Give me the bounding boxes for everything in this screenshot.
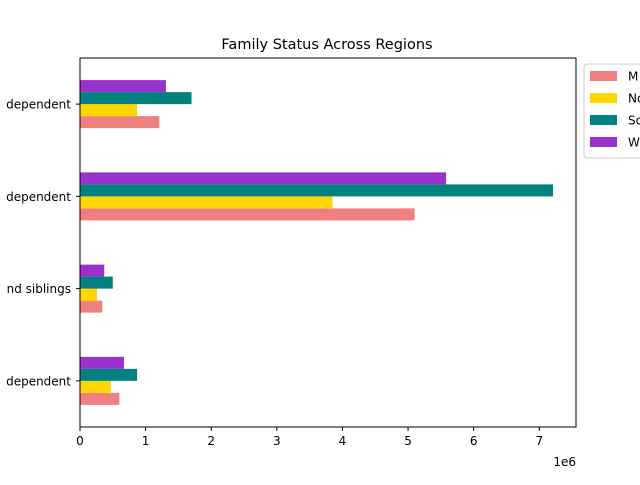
x-tick-label: 4 xyxy=(339,434,347,448)
bar-no-2 xyxy=(80,288,98,301)
chart-title: Family Status Across Regions xyxy=(221,37,432,53)
x-tick-label: 6 xyxy=(470,434,478,448)
bar-so-3 xyxy=(80,368,138,381)
legend-label-m: M xyxy=(628,70,638,84)
bar-m-0 xyxy=(80,116,160,129)
x-tick-label: 2 xyxy=(207,434,215,448)
legend-label-so: So xyxy=(628,114,640,128)
x-tick-label: 1 xyxy=(142,434,150,448)
x-axis: 0 1 2 3 4 5 6 7 xyxy=(76,427,543,448)
bar-so-1 xyxy=(80,184,554,197)
legend-swatch-m xyxy=(590,71,617,81)
x-tick-label: 7 xyxy=(535,434,543,448)
bar-m-3 xyxy=(80,392,120,405)
bar-so-2 xyxy=(80,276,113,289)
bar-no-0 xyxy=(80,104,138,117)
y-axis: dependent dependent nd siblings dependent xyxy=(6,98,80,388)
bar-w-1 xyxy=(80,172,447,185)
bar-m-2 xyxy=(80,300,103,313)
legend-label-no: No xyxy=(628,92,640,106)
y-tick-label: nd siblings xyxy=(7,282,71,296)
y-tick-label: dependent xyxy=(6,190,71,204)
bar-w-0 xyxy=(80,80,166,93)
legend-label-w: W xyxy=(628,136,640,150)
bar-m-1 xyxy=(80,208,415,221)
x-tick-label: 0 xyxy=(76,434,84,448)
bar-so-0 xyxy=(80,92,192,105)
bar-no-1 xyxy=(80,196,333,209)
bars-layer xyxy=(80,80,554,405)
bar-w-2 xyxy=(80,264,105,277)
legend-swatch-no xyxy=(590,93,617,103)
x-tick-label: 3 xyxy=(273,434,281,448)
bar-w-3 xyxy=(80,356,124,369)
plot-frame xyxy=(79,57,577,428)
bar-no-3 xyxy=(80,380,111,393)
legend-swatch-w xyxy=(590,137,617,147)
y-tick-label: dependent xyxy=(6,374,71,388)
y-tick-label: dependent xyxy=(6,98,71,112)
x-axis-offset-label: 1e6 xyxy=(553,455,576,469)
legend: M No So W xyxy=(583,63,640,159)
legend-swatch-so xyxy=(590,115,617,125)
x-tick-label: 5 xyxy=(404,434,412,448)
legend-frame xyxy=(583,63,640,159)
